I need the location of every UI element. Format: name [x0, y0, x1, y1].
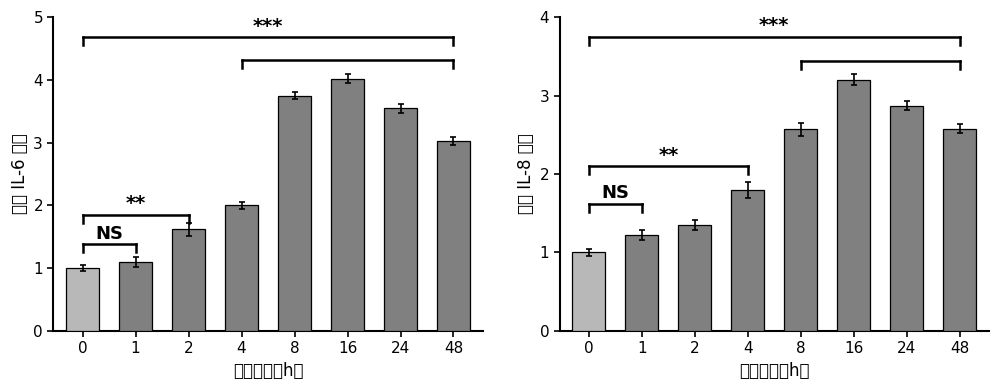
Bar [331, 79, 364, 331]
Bar [731, 190, 764, 331]
Bar [678, 225, 711, 331]
Bar [837, 80, 870, 331]
Bar [890, 106, 923, 331]
Bar [66, 268, 99, 331]
Text: **: ** [658, 145, 678, 165]
Bar [278, 95, 311, 331]
Text: ***: *** [759, 16, 789, 35]
X-axis label: 诱导时间（h）: 诱导时间（h） [233, 362, 303, 380]
Text: NS: NS [95, 225, 123, 243]
Bar [943, 129, 976, 331]
Bar [572, 253, 605, 331]
Bar [384, 108, 417, 331]
Bar [119, 262, 152, 331]
Text: **: ** [125, 194, 146, 213]
Bar [784, 129, 817, 331]
Bar [225, 205, 258, 331]
Text: NS: NS [601, 184, 629, 202]
Bar [172, 229, 205, 331]
X-axis label: 诱导时间（h）: 诱导时间（h） [739, 362, 810, 380]
Bar [437, 141, 470, 331]
Text: ***: *** [253, 17, 283, 36]
Y-axis label: 相对 IL-8 水平: 相对 IL-8 水平 [517, 134, 535, 214]
Bar [625, 235, 658, 331]
Y-axis label: 相对 IL-6 水平: 相对 IL-6 水平 [11, 134, 29, 214]
